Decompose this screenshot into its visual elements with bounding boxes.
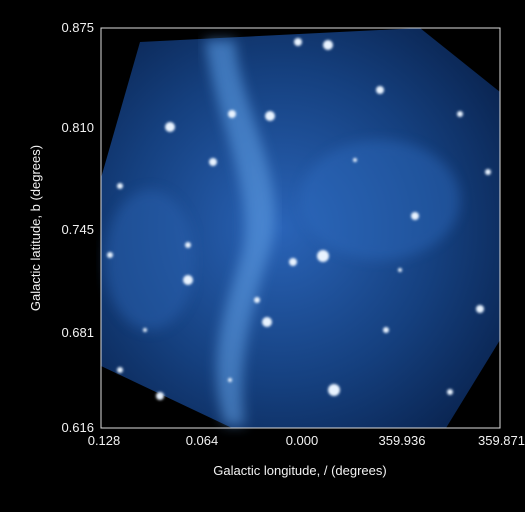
star (398, 268, 402, 272)
star (209, 158, 217, 166)
star (183, 275, 193, 285)
x-tick-label: 0.064 (186, 433, 219, 448)
star (228, 110, 236, 118)
y-tick-label: 0.745 (61, 222, 94, 237)
cloud (300, 140, 460, 260)
star (117, 183, 123, 189)
star (156, 392, 164, 400)
star (107, 252, 113, 258)
star (117, 367, 123, 373)
page: {"image": { "y_axis_label": "Galactic la… (0, 0, 525, 507)
x-tick-label: 359.936 (379, 433, 426, 448)
star (185, 242, 191, 248)
x-tick-label: 359.871 (478, 433, 525, 448)
y-axis-label: Galactic latitude, b (degrees) (28, 145, 43, 311)
star (228, 378, 232, 382)
star (265, 111, 275, 121)
star (457, 111, 463, 117)
star (485, 169, 491, 175)
star (323, 40, 333, 50)
star (143, 328, 147, 332)
star (353, 158, 357, 162)
star (476, 305, 484, 313)
star (317, 250, 329, 262)
y-tick-label: 0.681 (61, 325, 94, 340)
star (262, 317, 272, 327)
star (383, 327, 389, 333)
star (289, 258, 297, 266)
star (165, 122, 175, 132)
star (411, 212, 419, 220)
y-tick-label: 0.875 (61, 20, 94, 35)
x-axis-label: Galactic longitude, / (degrees) (213, 463, 386, 478)
figure: 0.875 0.810 0.745 0.681 0.616 0.128 0.06… (0, 0, 525, 507)
cloud (105, 190, 195, 330)
star (376, 86, 384, 94)
y-tick-label: 0.810 (61, 120, 94, 135)
x-tick-label: 0.000 (286, 433, 319, 448)
star (328, 384, 340, 396)
star (447, 389, 453, 395)
star (294, 38, 302, 46)
x-tick-label: 0.128 (88, 433, 121, 448)
star (254, 297, 260, 303)
